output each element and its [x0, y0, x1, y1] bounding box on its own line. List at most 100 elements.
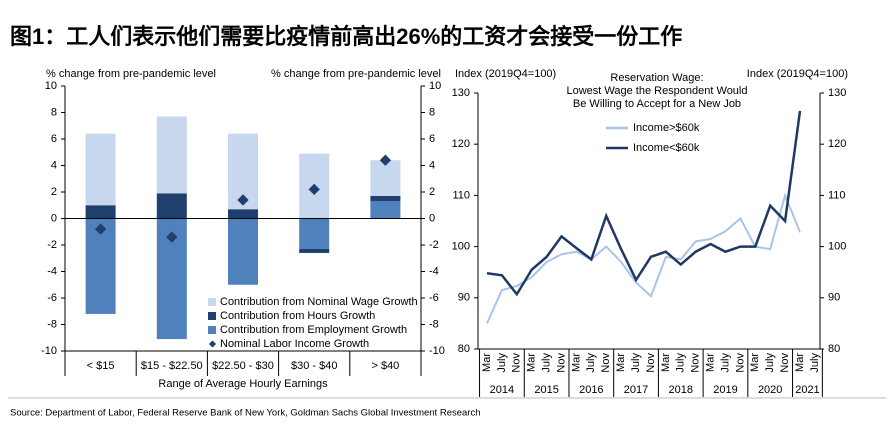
y2-tick-label: -4: [429, 265, 439, 277]
x-tick-label: Nov: [511, 353, 523, 373]
x-tick-label: Mar: [615, 353, 627, 372]
y-tick-label: 0: [51, 212, 57, 224]
bar-segment: [156, 193, 187, 219]
year-label: 2021: [795, 384, 819, 396]
legend-label: Income<$60k: [633, 142, 700, 154]
x-tick-label: Nov: [734, 353, 746, 373]
x-tick-label: July: [719, 353, 731, 373]
x-tick-label: July: [585, 353, 597, 373]
year-label: 2016: [579, 384, 603, 396]
y-tick-label: 90: [458, 292, 470, 304]
x-tick-label: $22.50 - $30: [212, 360, 274, 372]
year-label: 2014: [490, 384, 514, 396]
year-label: 2019: [713, 384, 737, 396]
x-tick-label: $30 - $40: [291, 360, 337, 372]
x-tick-label: Nov: [600, 353, 612, 373]
bar-segment: [370, 201, 401, 219]
y-tick-label: -2: [47, 239, 57, 251]
y2-tick-label: 8: [429, 106, 435, 118]
source: Source: Department of Labor, Federal Res…: [10, 408, 481, 419]
legend-box: [204, 294, 402, 350]
line-series: [486, 110, 802, 297]
y-tick-label: -6: [47, 292, 57, 304]
x-tick-label: July: [675, 353, 687, 373]
x-tick-label: Nov: [555, 353, 567, 373]
y-tick-label: -8: [47, 318, 57, 330]
x-tick-label: Nov: [645, 353, 657, 373]
marker: [166, 231, 178, 243]
y-tick-label: 2: [51, 186, 57, 198]
y2-tick-label: -2: [429, 239, 439, 251]
x-tick-label: July: [809, 353, 821, 373]
marker: [237, 194, 249, 206]
y2-tick-label: 0: [429, 212, 435, 224]
chart-title: Reservation Wage:: [610, 72, 703, 84]
y2-tick-label: 90: [828, 292, 840, 304]
x-axis-label: Range of Average Hourly Earnings: [158, 378, 328, 390]
y-axis-label: % change from pre-pandemic level: [46, 68, 216, 80]
y2-tick-label: 120: [828, 138, 846, 150]
x-tick-label: $15 - $22.50: [141, 360, 203, 372]
y2-tick-label: -10: [429, 345, 445, 357]
x-tick-label: Mar: [570, 353, 582, 372]
y-tick-label: 8: [51, 106, 57, 118]
year-label: 2018: [669, 384, 693, 396]
x-tick-label: Nov: [690, 353, 702, 373]
legend-swatch: [208, 326, 216, 334]
x-tick-label: Mar: [481, 353, 493, 372]
bar-segment: [85, 205, 116, 219]
year-label: 2017: [624, 384, 648, 396]
legend-label: Contribution from Hours Growth: [220, 310, 375, 322]
x-tick-label: July: [764, 353, 776, 373]
y2-tick-label: 4: [429, 159, 435, 171]
bar-segment: [156, 116, 187, 194]
bar-segment: [228, 218, 258, 285]
legend-label: Contribution from Nominal Wage Growth: [220, 296, 418, 308]
legend-label: Contribution from Employment Growth: [220, 324, 407, 336]
y-tick-label: 100: [452, 241, 470, 253]
y2-axis-label: % change from pre-pandemic level: [271, 68, 441, 80]
x-tick-label: Mar: [526, 353, 538, 372]
legend-swatch: [208, 312, 216, 320]
y-tick-label: 120: [452, 138, 470, 150]
x-tick-label: Mar: [704, 353, 716, 372]
chart-title: Lowest Wage the Respondent Would: [566, 85, 747, 97]
line-series: [486, 192, 801, 324]
y2-tick-label: 80: [828, 343, 840, 355]
y-tick-label: 130: [452, 87, 470, 99]
chart-title: Be Willing to Accept for a New Job: [573, 98, 741, 110]
x-tick-label: Mar: [660, 353, 672, 372]
y-tick-label: 110: [452, 189, 470, 201]
y-axis-label: Index (2019Q4=100): [455, 68, 556, 80]
x-tick-label: July: [496, 353, 508, 373]
y2-tick-label: 110: [828, 189, 846, 201]
y-tick-label: 4: [51, 159, 57, 171]
y2-tick-label: 2: [429, 186, 435, 198]
figure-title: 图1：工人们表示他们需要比疫情前高出26%的工资才会接受一份工作: [10, 24, 682, 49]
y-tick-label: -10: [41, 345, 57, 357]
year-label: 2020: [758, 384, 782, 396]
y2-tick-label: 100: [828, 241, 846, 253]
marker: [379, 154, 392, 166]
x-tick-label: > $40: [371, 360, 399, 372]
legend-label: Income>$60k: [633, 122, 700, 134]
y2-tick-label: -6: [429, 292, 439, 304]
y-tick-label: 10: [45, 80, 57, 92]
bar-segment: [370, 195, 401, 202]
y2-tick-label: 130: [828, 87, 846, 99]
y-tick-label: 6: [51, 133, 57, 145]
x-tick-label: Mar: [749, 353, 761, 372]
bar-segment: [299, 218, 330, 249]
y2-tick-label: -8: [429, 318, 439, 330]
y-tick-label: 80: [458, 343, 470, 355]
x-tick-label: Nov: [779, 353, 791, 373]
legend-swatch: [208, 298, 216, 306]
bar-segment: [228, 209, 258, 219]
y2-tick-label: 10: [429, 80, 441, 92]
y2-tick-label: 6: [429, 133, 435, 145]
legend-label: Nominal Labor Income Growth: [220, 338, 369, 350]
y-tick-label: -4: [47, 265, 57, 277]
legend-swatch: [208, 340, 217, 348]
